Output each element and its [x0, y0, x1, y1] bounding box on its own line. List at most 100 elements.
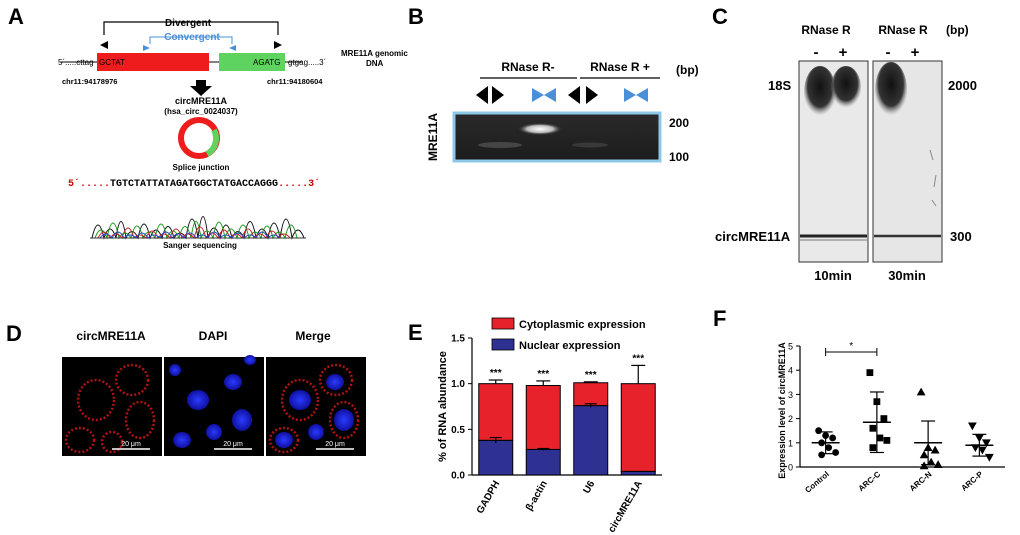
panel-e-letter: E — [408, 320, 423, 345]
down-arrow-icon — [190, 80, 212, 96]
f-point-arc-p — [982, 439, 991, 447]
f-y-tick-label: 0 — [788, 463, 793, 473]
convergent-icon-lane2-left — [532, 88, 544, 102]
e-significance: *** — [537, 369, 549, 380]
e-x-tick-label: GADPH — [475, 479, 503, 516]
f-point-arc-c — [869, 425, 876, 432]
blot2-18s-lane1 — [875, 62, 907, 118]
convergent-primer-left — [143, 45, 150, 51]
e-bar-cytoplasmic — [526, 385, 560, 449]
e-y-tick-label: 1.0 — [451, 379, 465, 390]
e-significance: *** — [490, 368, 502, 379]
e-legend-swatch — [492, 339, 514, 350]
e-bar-nuclear — [574, 406, 608, 475]
exon-end-seq: AGATG — [253, 58, 280, 67]
f-point-arc-p — [985, 454, 994, 462]
f-point-arc-n — [931, 446, 940, 454]
gel-band-faint-1 — [478, 142, 522, 148]
e-bar-cytoplasmic — [574, 383, 608, 406]
divergent-primer-left — [100, 41, 108, 49]
marker-100: 100 — [669, 150, 689, 164]
f-point-arc-c — [866, 369, 873, 376]
scale-label-1: 20 μm — [121, 441, 141, 448]
convergent-icon-lane4-right — [636, 88, 648, 102]
panel-b-bp: (bp) — [676, 63, 699, 77]
panel-f: F 012345Expression level of circMRE11ACo… — [713, 306, 1005, 495]
e-x-tick-label: U6 — [581, 479, 597, 496]
marker-2000: 2000 — [948, 78, 977, 93]
rnase-label-1: RNase R — [801, 23, 851, 37]
panel-a-letter: A — [8, 4, 24, 29]
gel-image — [454, 113, 660, 161]
f-y-tick-label: 2 — [788, 414, 793, 424]
e-y-axis-label: % of RNA abundance — [437, 351, 449, 462]
divergent-icon-lane1-left — [476, 86, 488, 104]
e-significance: *** — [632, 353, 644, 364]
f-point-control — [815, 427, 822, 434]
f-point-arc-p — [968, 422, 977, 430]
image-circmre11a — [62, 357, 162, 456]
divergent-icon-lane1-right — [492, 86, 504, 104]
f-x-tick-label: Control — [803, 470, 831, 495]
gel-gene-label: MRE11A — [426, 113, 440, 161]
rnase-label-2: RNase R — [878, 23, 928, 37]
marker-300: 300 — [950, 229, 972, 244]
band-18s-label: 18S — [768, 78, 791, 93]
f-y-axis-label: Expression level of circMRE11A — [777, 342, 787, 479]
splice-label: Splice junction — [173, 163, 230, 172]
f-y-tick-label: 1 — [788, 438, 793, 448]
f-point-control — [832, 449, 839, 456]
stacked-bar-chart: 0.00.51.01.5% of RNA abundance ***GADPH**… — [437, 318, 662, 535]
sanger-chromatogram — [90, 217, 306, 239]
f-x-tick-label: ARC-N — [908, 469, 934, 493]
panel-a: A Divergent Convergent 5´.....cttag GCTA… — [8, 4, 408, 250]
f-y-tick-label: 3 — [788, 390, 793, 400]
e-bar-nuclear — [621, 471, 655, 475]
f-significance-label: * — [849, 341, 853, 352]
f-point-control — [829, 435, 836, 442]
time-30min: 30min — [888, 268, 926, 283]
exon-start-seq: GCTAT — [99, 58, 125, 67]
e-legend-label: Nuclear expression — [519, 340, 621, 352]
convergent-primer-right — [229, 45, 236, 51]
scale-label-3: 20 μm — [325, 441, 345, 448]
left-flank: 5´.....cttag — [58, 58, 94, 67]
seq-part-2: CTATGACCAGGG — [206, 179, 278, 190]
scale-label-2: 20 μm — [223, 441, 243, 448]
e-legend-label: Cytoplasmic expression — [519, 319, 646, 331]
convergent-icon-lane4-left — [624, 88, 636, 102]
e-bar-cytoplasmic — [621, 384, 655, 472]
band-circ-label: circMRE11A — [715, 229, 791, 244]
seq-suffix: .....3´ — [278, 178, 320, 190]
blot1-18s-lane1 — [804, 66, 836, 118]
e-bar-cytoplasmic — [479, 384, 513, 441]
gel-band-circ — [518, 123, 562, 135]
sequence-line: 5´.....TGTCTATTATAGATGGCTATGACCAGGG.....… — [68, 178, 320, 190]
panel-c: C RNase R RNase R (bp) - + - + 18S circM… — [712, 4, 977, 283]
f-x-tick-label: ARC-P — [959, 469, 985, 493]
sanger-label: Sanger sequencing — [163, 241, 237, 250]
col-merge: Merge — [295, 329, 331, 343]
circrna-green-arc — [207, 130, 216, 154]
e-y-tick-label: 1.5 — [451, 334, 465, 345]
f-y-tick-label: 5 — [788, 342, 793, 352]
convergent-label: Convergent — [164, 32, 220, 43]
e-x-tick-label: β-actin — [524, 479, 550, 513]
f-point-control — [818, 452, 825, 459]
circ-id: (hsa_circ_0024037) — [164, 107, 238, 116]
e-legend-swatch — [492, 318, 514, 329]
col-circmre11a: circMRE11A — [76, 329, 146, 343]
f-point-control — [825, 444, 832, 451]
rnase-minus-label: RNase R- — [501, 60, 554, 74]
minus-1: - — [814, 44, 819, 61]
right-flank: gtgag.....3´ — [288, 58, 326, 67]
panel-c-bp: (bp) — [946, 23, 969, 37]
genomic-label-1: MRE11A genomic — [341, 49, 408, 58]
panel-d: D circMRE11A DAPI Merge 20 μm — [6, 321, 366, 456]
marker-200: 200 — [669, 116, 689, 130]
panel-b-letter: B — [408, 4, 424, 29]
f-point-arc-n — [917, 388, 926, 396]
convergent-icon-lane2-right — [544, 88, 556, 102]
time-10min: 10min — [814, 268, 852, 283]
col-dapi: DAPI — [199, 329, 228, 343]
